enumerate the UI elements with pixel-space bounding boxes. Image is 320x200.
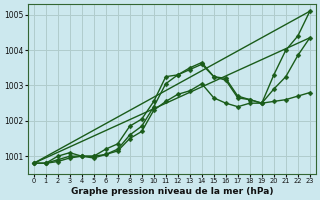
X-axis label: Graphe pression niveau de la mer (hPa): Graphe pression niveau de la mer (hPa) [70, 187, 273, 196]
